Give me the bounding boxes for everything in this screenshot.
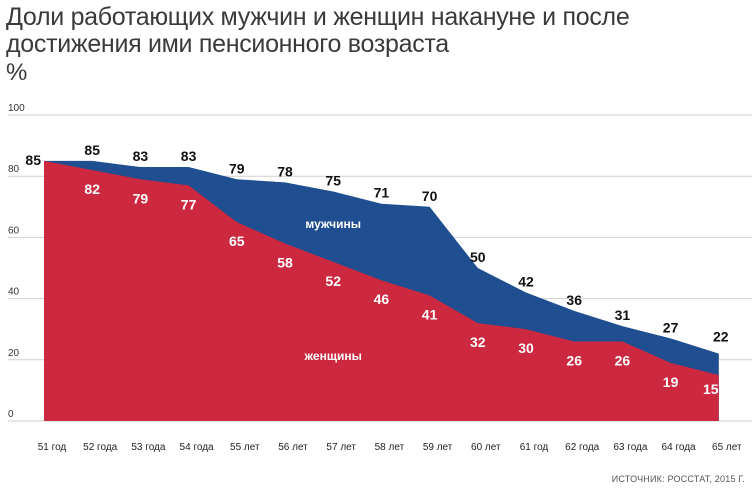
x-tick-label: 63 года: [613, 442, 648, 453]
data-label-men: 78: [277, 163, 293, 179]
y-tick-label: 80: [8, 164, 20, 175]
x-tick-label: 61 год: [520, 442, 549, 453]
data-label-men: 79: [229, 160, 245, 176]
x-tick-label: 52 года: [83, 442, 118, 453]
data-label-women: 46: [374, 291, 390, 307]
data-label-men: 83: [181, 148, 197, 164]
y-tick-label: 60: [8, 225, 20, 236]
y-unit-label: %: [6, 59, 28, 86]
label-layer: 85 85 83 83 79 78 75 71 70 50 42 36 31 27 22 82 79 77 65 58…: [25, 142, 728, 397]
data-label-men: 85: [84, 142, 100, 158]
data-label-women: 52: [325, 273, 341, 289]
data-label-men: 27: [663, 319, 679, 335]
x-tick-label: 51 год: [38, 442, 67, 453]
y-tick-label: 100: [8, 103, 25, 114]
axis-layer: 0 20 40 60 80 100 51 год 52 года 53 года 54 года 5…: [8, 103, 742, 453]
y-tick-label: 0: [8, 409, 14, 420]
data-label-men: 83: [133, 148, 149, 164]
data-label-men: 50: [470, 249, 486, 265]
series-label-men: мужчины: [305, 217, 361, 231]
data-label-women: 19: [663, 374, 679, 390]
x-tick-label: 57 лет: [326, 442, 356, 453]
x-tick-label: 65 лет: [712, 442, 742, 453]
x-tick-label: 62 года: [565, 442, 600, 453]
data-label-women: 26: [615, 352, 631, 368]
data-label-men: 31: [615, 307, 631, 323]
data-label-men: 85: [25, 152, 41, 168]
data-label-men: 75: [325, 173, 341, 189]
data-label-women: 32: [470, 334, 486, 350]
x-tick-label: 55 лет: [230, 442, 260, 453]
data-label-women: 41: [422, 307, 438, 323]
x-tick-label: 56 лет: [278, 442, 308, 453]
data-label-women: 77: [181, 196, 197, 212]
x-tick-label: 60 лет: [471, 442, 501, 453]
x-tick-label: 59 лет: [423, 442, 453, 453]
x-tick-label: 53 года: [131, 442, 166, 453]
series-label-women: женщины: [304, 349, 362, 363]
data-label-women: 26: [566, 352, 582, 368]
series-area-women: [44, 160, 719, 421]
area-layer: [44, 160, 719, 421]
data-label-women: 58: [277, 255, 293, 271]
data-label-women: 82: [84, 181, 100, 197]
chart-title: Доли работающих мужчин и женщин накануне…: [6, 3, 630, 58]
data-label-women: 79: [133, 190, 149, 206]
data-label-men: 42: [518, 273, 534, 289]
x-tick-label: 64 года: [662, 442, 697, 453]
data-label-women: 30: [518, 340, 534, 356]
y-tick-label: 40: [8, 287, 20, 298]
data-label-women: 15: [703, 381, 719, 397]
data-label-men: 70: [422, 188, 438, 204]
data-label-men: 71: [374, 185, 390, 201]
y-tick-label: 20: [8, 348, 20, 359]
data-label-men: 36: [566, 292, 582, 308]
data-label-women: 65: [229, 233, 245, 249]
data-label-men: 22: [713, 329, 729, 345]
x-tick-label: 54 года: [180, 442, 215, 453]
source-note: ИСТОЧНИК: РОССТАТ, 2015 Г.: [611, 474, 745, 484]
x-tick-label: 58 лет: [375, 442, 405, 453]
